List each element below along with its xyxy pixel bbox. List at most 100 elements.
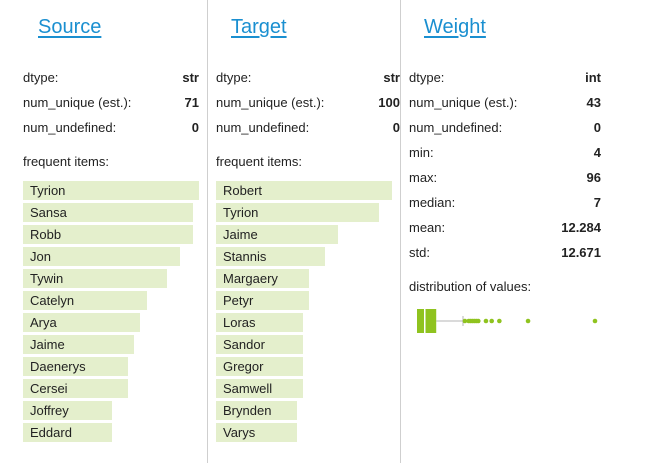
stat-dtype: dtype: str: [23, 70, 199, 86]
stat-label: mean:: [409, 220, 446, 235]
stat-value: 100: [378, 95, 400, 110]
column-title-weight[interactable]: Weight: [424, 16, 486, 38]
frequency-bar: [23, 313, 140, 332]
frequency-bar: [216, 203, 379, 222]
frequency-bar: [216, 181, 392, 200]
stat-value: 0: [392, 120, 400, 135]
list-item: Petyr: [216, 291, 392, 310]
item-label: Eddard: [30, 425, 72, 440]
stat-value: 0: [593, 120, 601, 135]
frequency-bar: [216, 291, 309, 310]
outlier-point: [476, 318, 481, 324]
outlier-point: [483, 318, 489, 324]
stat-label: num_undefined:: [23, 120, 117, 135]
stat-label: std:: [409, 245, 430, 260]
list-item: Joffrey: [23, 401, 199, 420]
item-label: Sansa: [30, 205, 67, 220]
list-item: Robb: [23, 225, 199, 244]
item-label: Catelyn: [30, 293, 75, 308]
list-item: Jaime: [23, 335, 199, 354]
column-weight: Weight dtype: int num_unique (est.): 43 …: [401, 0, 654, 463]
frequency-bar: [216, 225, 338, 244]
frequency-bar: [216, 269, 309, 288]
frequency-bar: [23, 291, 147, 310]
stat-label: dtype:: [409, 70, 445, 85]
stat-label: num_unique (est.):: [23, 95, 132, 110]
stat-label: max:: [409, 170, 438, 185]
list-item: Margaery: [216, 269, 392, 288]
frequency-bar: [216, 357, 303, 376]
stat-value: 96: [586, 170, 601, 185]
stat-std: std: 12.671: [409, 245, 601, 261]
frequency-bar: [216, 401, 297, 420]
item-label: Arya: [30, 315, 57, 330]
item-label: Jon: [30, 249, 51, 264]
stat-label: min:: [409, 145, 434, 160]
outlier-point: [497, 318, 502, 324]
column-divider: [207, 0, 208, 463]
frequency-bar: [23, 203, 193, 222]
list-item: Loras: [216, 313, 392, 332]
stat-value: 12.284: [561, 220, 601, 235]
stat-label: num_undefined:: [216, 120, 310, 135]
stat-label: num_undefined:: [409, 120, 503, 135]
stat-value: str: [182, 70, 199, 85]
list-item: Tyrion: [23, 181, 199, 200]
stat-max: max: 96: [409, 170, 601, 186]
list-item: Varys: [216, 423, 392, 442]
column-source: Source dtype: str num_unique (est.): 71 …: [0, 0, 207, 463]
item-label: Varys: [223, 425, 256, 440]
stat-value: 7: [593, 195, 601, 210]
stat-num-undefined: num_undefined: 0: [216, 120, 400, 136]
column-target: Target dtype: str num_unique (est.): 100…: [208, 0, 400, 463]
list-item: Daenerys: [23, 357, 199, 376]
stat-value: 12.671: [561, 245, 601, 260]
list-item: Brynden: [216, 401, 392, 420]
stat-dtype: dtype: str: [216, 70, 400, 86]
outlier-point: [489, 318, 494, 324]
list-item: Robert: [216, 181, 392, 200]
stat-value: 43: [586, 95, 601, 110]
column-title-source[interactable]: Source: [38, 16, 102, 38]
frequent-items-label: frequent items:: [23, 154, 109, 169]
stat-label: num_unique (est.):: [409, 95, 518, 110]
list-item: Tywin: [23, 269, 199, 288]
stat-mean: mean: 12.284: [409, 220, 601, 236]
item-label: Gregor: [223, 359, 264, 374]
frequent-items-list: Robert Tyrion Jaime Stannis Margaery Petyr Lor…: [216, 181, 392, 445]
stat-label: dtype:: [23, 70, 59, 85]
frequency-bar: [216, 335, 303, 354]
frequency-bar: [23, 357, 128, 376]
item-label: Daenerys: [30, 359, 86, 374]
list-item: Arya: [23, 313, 199, 332]
outlier-point: [462, 318, 468, 324]
column-title-target[interactable]: Target: [231, 16, 287, 38]
distribution-label: distribution of values:: [409, 279, 532, 294]
iqr-box: [417, 309, 437, 333]
list-item: Samwell: [216, 379, 392, 398]
item-label: Stannis: [223, 249, 267, 264]
stat-num-undefined: num_undefined: 0: [409, 120, 601, 136]
item-label: Robert: [223, 183, 263, 198]
item-label: Sandor: [223, 337, 265, 352]
outlier-point: [592, 318, 598, 324]
frequency-bar: [23, 225, 193, 244]
item-label: Jaime: [30, 337, 65, 352]
stat-value: 4: [593, 145, 601, 160]
frequency-bar: [216, 423, 297, 442]
stat-dtype: dtype: int: [409, 70, 601, 86]
frequency-bar: [23, 181, 199, 200]
list-item: Jon: [23, 247, 199, 266]
list-item: Catelyn: [23, 291, 199, 310]
item-label: Robb: [30, 227, 62, 242]
stat-min: min: 4: [409, 145, 601, 161]
stat-value: int: [585, 70, 601, 85]
stat-num-undefined: num_undefined: 0: [23, 120, 199, 136]
item-label: Tywin: [30, 271, 64, 286]
stat-value: 0: [191, 120, 199, 135]
frequency-bar: [23, 379, 128, 398]
list-item: Tyrion: [216, 203, 392, 222]
outlier-point: [525, 318, 531, 324]
stat-label: dtype:: [216, 70, 252, 85]
item-label: Margaery: [223, 271, 278, 286]
